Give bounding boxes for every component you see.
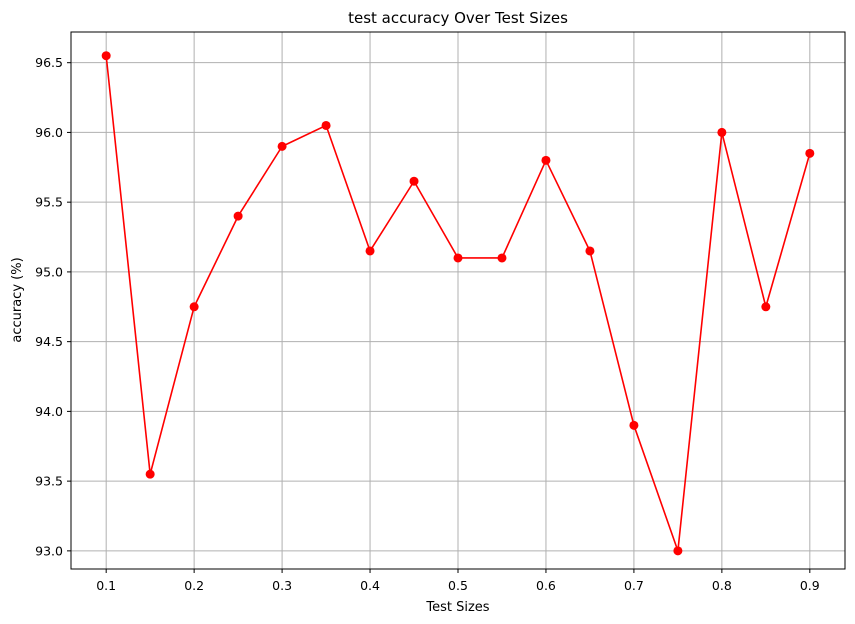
data-point (805, 148, 815, 158)
y-tick-label: 96.5 (35, 55, 63, 70)
grid-lines (71, 32, 845, 569)
y-tick-label: 94.5 (35, 334, 63, 349)
data-point (541, 155, 551, 165)
y-axis-ticks: 93.0 93.5 94.0 94.5 95.0 95.5 96.0 96.5 (35, 55, 71, 558)
x-tick-label: 0.7 (624, 578, 644, 593)
x-tick-label: 0.4 (360, 578, 380, 593)
y-tick-label: 96.0 (35, 125, 63, 140)
y-tick-label: 93.0 (35, 543, 63, 558)
series-layer (101, 51, 815, 556)
data-point (585, 246, 595, 256)
x-axis-label: Test Sizes (425, 600, 489, 615)
data-point (673, 546, 683, 556)
data-point (629, 420, 639, 430)
x-axis-ticks: 0.1 0.2 0.3 0.4 0.5 0.6 0.7 0.8 0.9 (96, 569, 820, 593)
data-point (497, 253, 507, 263)
x-tick-label: 0.6 (536, 578, 556, 593)
data-point (717, 127, 727, 137)
data-point (453, 253, 463, 263)
data-point (409, 176, 419, 186)
x-tick-label: 0.2 (184, 578, 204, 593)
x-tick-label: 0.3 (272, 578, 292, 593)
data-point (101, 51, 111, 61)
data-point (145, 469, 155, 479)
x-tick-label: 0.5 (448, 578, 468, 593)
data-point (761, 302, 771, 312)
y-tick-label: 93.5 (35, 474, 63, 489)
y-axis-label: accuracy (%) (10, 257, 25, 342)
chart-title: test accuracy Over Test Sizes (348, 9, 568, 27)
data-point (277, 141, 287, 151)
x-tick-label: 0.8 (712, 578, 732, 593)
y-tick-label: 94.0 (35, 404, 63, 419)
x-tick-label: 0.1 (96, 578, 116, 593)
x-tick-label: 0.9 (800, 578, 820, 593)
y-tick-label: 95.5 (35, 195, 63, 210)
data-point (189, 302, 199, 312)
data-point (321, 120, 331, 130)
data-point (233, 211, 243, 221)
data-point (365, 246, 375, 256)
y-tick-label: 95.0 (35, 264, 63, 279)
